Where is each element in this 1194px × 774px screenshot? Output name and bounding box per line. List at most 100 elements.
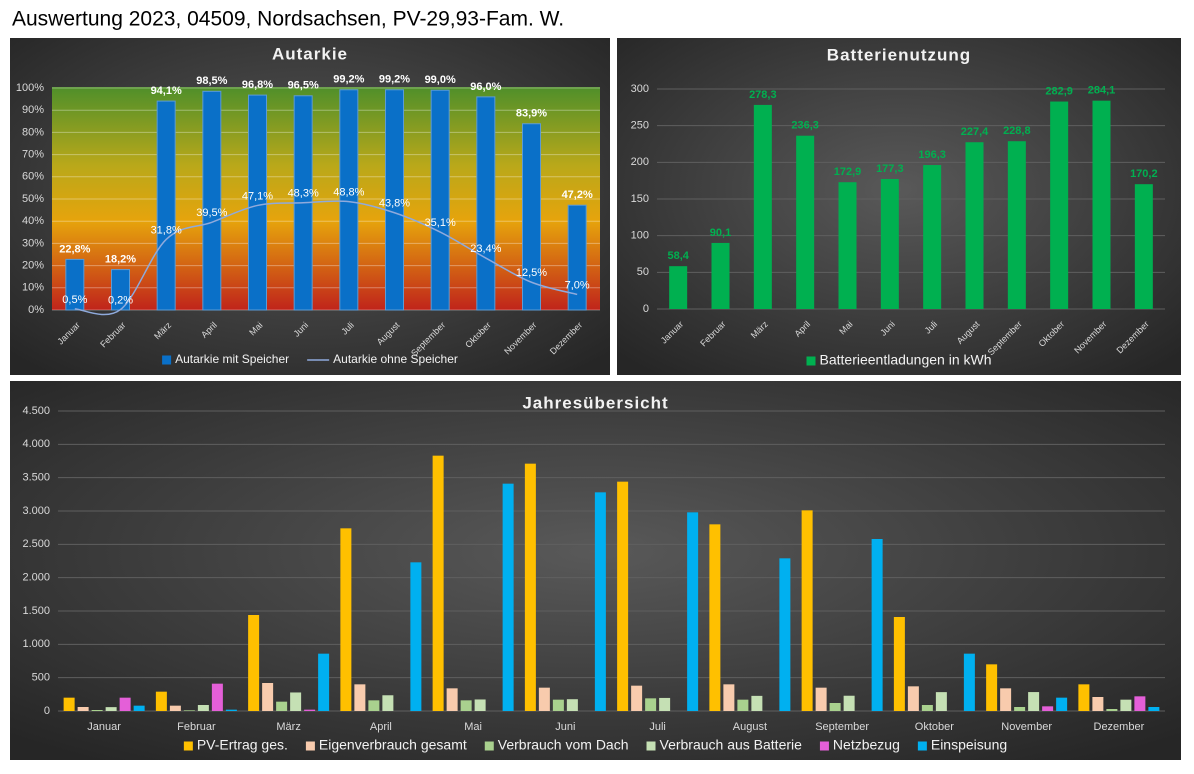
bar [156, 100, 176, 311]
chart-title: Batterienutzung [827, 45, 971, 64]
y-tick-label: 50% [22, 193, 44, 205]
chart-title: Jahresübersicht [522, 393, 668, 412]
y-tick-label: 0 [44, 705, 50, 717]
y-tick-label: 80% [22, 126, 44, 138]
y-tick-label: 50 [637, 266, 649, 278]
data-label: 196,3 [918, 149, 946, 161]
legend-label: Autarkie mit Speicher [175, 352, 289, 366]
data-label: 96,0% [470, 81, 501, 93]
bar [963, 653, 975, 711]
bar [779, 558, 791, 711]
data-label: 278,3 [749, 89, 777, 101]
bar [538, 687, 550, 711]
bar [385, 89, 404, 311]
bar [566, 699, 578, 711]
page-title: Auswertung 2023, 04509, Nordsachsen, PV-… [12, 8, 564, 31]
bar [77, 707, 89, 711]
bar [382, 695, 394, 711]
bar [432, 455, 444, 711]
bar [617, 481, 629, 711]
y-tick-label: 10% [22, 282, 44, 294]
legend-marker [183, 741, 193, 751]
data-label: 23,4% [470, 243, 501, 255]
y-tick-label: 4.000 [22, 438, 50, 450]
data-label: 83,9% [516, 108, 547, 120]
bar [1028, 692, 1040, 711]
y-tick-label: 4.500 [22, 405, 50, 417]
chart-title: Autarkie [272, 44, 348, 63]
bar [815, 687, 827, 711]
data-label: 18,2% [105, 254, 136, 266]
bar [880, 178, 899, 309]
bar [723, 684, 735, 711]
data-label: 96,8% [242, 79, 273, 91]
legend-marker [917, 741, 927, 751]
data-label: 35,1% [425, 217, 456, 229]
y-tick-label: 30% [22, 237, 44, 249]
bar [63, 697, 75, 711]
bar [354, 684, 366, 711]
bar [631, 685, 643, 711]
bar [1000, 688, 1012, 711]
panel [617, 38, 1181, 375]
x-tick-label: März [276, 721, 300, 733]
bar [197, 705, 209, 711]
data-label: 99,2% [333, 74, 364, 86]
y-tick-label: 150 [631, 193, 649, 205]
x-tick-label: Juni [555, 721, 575, 733]
y-tick-label: 250 [631, 120, 649, 132]
bar [1106, 709, 1118, 711]
y-tick-label: 60% [22, 171, 44, 183]
bar [155, 691, 167, 711]
legend-marker [819, 741, 829, 751]
bar [368, 700, 380, 711]
x-tick-label: September [815, 721, 869, 733]
bar [522, 123, 541, 311]
data-label: 31,8% [151, 224, 182, 236]
legend-label: Batterieentladungen in kWh [820, 352, 992, 368]
y-tick-label: 20% [22, 260, 44, 272]
legend-label: Autarkie ohne Speicher [333, 352, 458, 366]
bar [871, 539, 883, 711]
bar [965, 142, 984, 309]
bar [248, 615, 260, 711]
y-tick-label: 70% [22, 149, 44, 161]
x-tick-label: Februar [177, 721, 216, 733]
x-tick-label: April [370, 721, 392, 733]
bar [935, 692, 947, 711]
bar [105, 707, 117, 711]
bar [907, 686, 919, 711]
bar [1056, 697, 1068, 711]
y-tick-label: 90% [22, 104, 44, 116]
bar [709, 524, 721, 711]
data-label: 0,5% [62, 294, 87, 306]
bar [169, 705, 181, 711]
legend-label: Netzbezug [833, 737, 900, 753]
bar [829, 703, 841, 711]
data-label: 7,0% [565, 279, 590, 291]
bar [91, 710, 103, 711]
legend-label: Verbrauch aus Batterie [660, 737, 803, 753]
y-tick-label: 1.500 [22, 605, 50, 617]
bar [1134, 696, 1146, 711]
bar [1148, 707, 1160, 711]
bar [1042, 706, 1054, 711]
bar [474, 699, 486, 711]
data-label: 228,8 [1003, 125, 1031, 137]
legend-marker [646, 741, 656, 751]
bar [645, 698, 657, 711]
bar [1078, 684, 1090, 711]
data-label: 22,8% [59, 243, 90, 255]
data-label: 48,3% [288, 188, 319, 200]
data-label: 284,1 [1088, 85, 1116, 97]
bar [921, 705, 933, 711]
data-label: 177,3 [876, 163, 904, 175]
bar [340, 528, 352, 711]
y-tick-label: 3.000 [22, 505, 50, 517]
y-tick-label: 3.500 [22, 472, 50, 484]
bar [594, 492, 606, 711]
x-tick-label: Januar [87, 721, 121, 733]
bar [248, 94, 267, 311]
data-label: 47,1% [242, 190, 273, 202]
